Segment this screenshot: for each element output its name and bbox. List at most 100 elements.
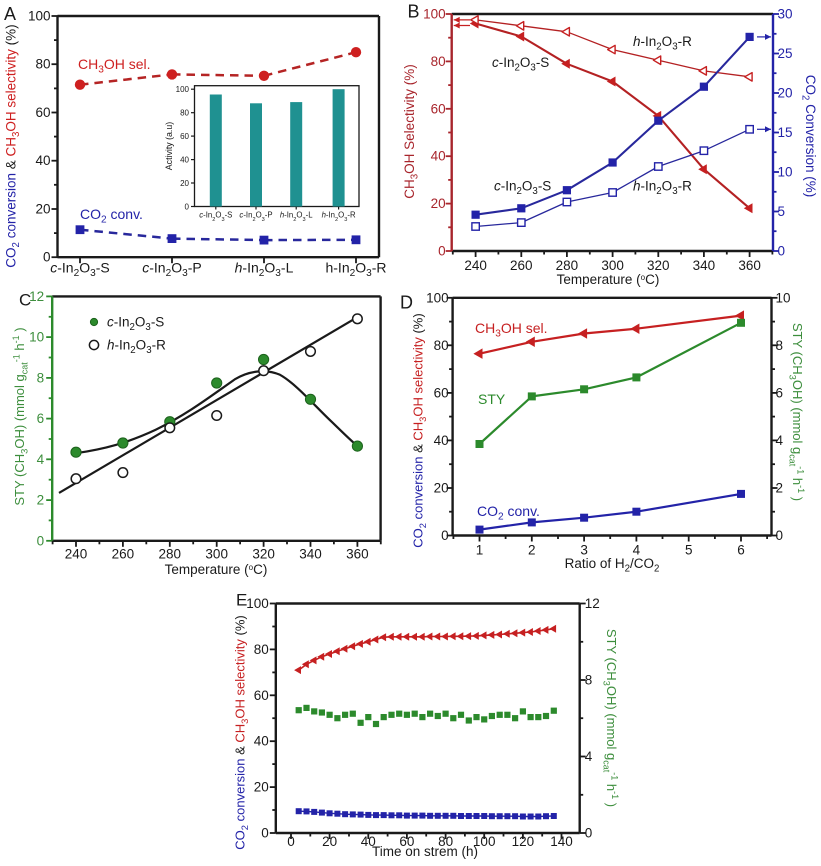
svg-text:8: 8: [37, 370, 45, 385]
svg-text:30: 30: [778, 7, 793, 22]
svg-text:c-In2O3-P: c-In2O3-P: [142, 260, 201, 280]
svg-text:40: 40: [180, 155, 189, 164]
svg-text:0: 0: [441, 528, 449, 543]
svg-text:h-In2O3-R: h-In2O3-R: [325, 260, 386, 280]
svg-text:40: 40: [254, 734, 269, 749]
svg-text:340: 340: [693, 258, 716, 273]
svg-text:340: 340: [299, 546, 322, 561]
svg-text:CO2 conv.: CO2 conv.: [477, 503, 540, 523]
svg-text:Ratio of H2/CO2: Ratio of H2/CO2: [565, 556, 660, 575]
svg-text:2: 2: [528, 543, 536, 558]
svg-text:80: 80: [35, 57, 50, 72]
svg-text:5: 5: [685, 543, 693, 558]
svg-text:4: 4: [776, 433, 784, 448]
svg-text:100: 100: [28, 9, 51, 24]
svg-text:CO2 conversion & CH3OH selecti: CO2 conversion & CH3OH selectivity (%): [411, 313, 429, 547]
svg-text:40: 40: [361, 834, 376, 849]
svg-text:20: 20: [431, 196, 446, 211]
svg-text:80: 80: [431, 54, 446, 69]
svg-text:8: 8: [585, 673, 593, 688]
svg-text:320: 320: [252, 546, 275, 561]
svg-text:12: 12: [29, 289, 44, 304]
svg-text:c-In2O3-S: c-In2O3-S: [50, 260, 109, 280]
svg-text:Temperature (oC): Temperature (oC): [165, 562, 268, 577]
svg-text:4: 4: [633, 543, 641, 558]
svg-text:2: 2: [37, 493, 45, 508]
svg-text:240: 240: [65, 546, 88, 561]
svg-text:280: 280: [159, 546, 182, 561]
svg-text:Activity (a.u): Activity (a.u): [164, 122, 174, 170]
svg-text:c-In2O3-S: c-In2O3-S: [492, 55, 549, 74]
svg-text:E: E: [236, 591, 247, 610]
svg-text:C: C: [19, 291, 31, 310]
svg-text:CO2 Conversion (%): CO2 Conversion (%): [800, 75, 819, 197]
svg-text:STY (CH3OH) (mmol gcat-1 h-1 ): STY (CH3OH) (mmol gcat-1 h-1 ): [602, 629, 621, 807]
svg-text:0: 0: [776, 528, 784, 543]
svg-text:320: 320: [647, 258, 670, 273]
svg-text:60: 60: [35, 105, 50, 120]
svg-text:20: 20: [434, 481, 449, 496]
svg-text:80: 80: [180, 109, 189, 118]
svg-text:40: 40: [431, 149, 446, 164]
svg-text:h-In2O3-L: h-In2O3-L: [235, 260, 294, 280]
svg-text:0: 0: [37, 533, 45, 548]
svg-text:0: 0: [43, 250, 51, 265]
svg-text:0: 0: [438, 244, 446, 259]
svg-text:80: 80: [438, 834, 453, 849]
svg-text:280: 280: [556, 258, 579, 273]
svg-text:h-In2O3-R: h-In2O3-R: [322, 211, 356, 224]
svg-text:6: 6: [737, 543, 745, 558]
svg-text:c-In2O3-P: c-In2O3-P: [239, 211, 272, 224]
svg-text:10: 10: [778, 165, 793, 180]
svg-text:Temperature (oC): Temperature (oC): [557, 272, 660, 287]
svg-text:3: 3: [580, 543, 588, 558]
svg-text:260: 260: [510, 258, 533, 273]
svg-text:STY (CH3OH) (mmol gcat-1 h-1 ): STY (CH3OH) (mmol gcat-1 h-1 ): [788, 323, 807, 501]
svg-text:10: 10: [776, 290, 791, 305]
svg-text:100: 100: [473, 834, 496, 849]
svg-text:CO2 conversion & CH3OH selecti: CO2 conversion & CH3OH selectivity (%): [4, 24, 23, 267]
svg-text:0: 0: [261, 826, 269, 841]
svg-text:2: 2: [776, 481, 784, 496]
svg-text:STY (CH3OH) (mmol gcat-1 h-1 ): STY (CH3OH) (mmol gcat-1 h-1 ): [11, 327, 30, 505]
svg-text:4: 4: [585, 749, 593, 764]
svg-text:CH3OH sel.: CH3OH sel.: [78, 56, 151, 76]
svg-text:1: 1: [476, 543, 484, 558]
svg-text:20: 20: [35, 202, 50, 217]
svg-text:D: D: [400, 293, 413, 313]
svg-text:12: 12: [585, 596, 600, 611]
svg-text:80: 80: [434, 338, 449, 353]
svg-text:0: 0: [778, 244, 786, 259]
svg-text:60: 60: [434, 385, 449, 400]
svg-text:300: 300: [601, 258, 624, 273]
svg-text:A: A: [4, 4, 16, 24]
svg-text:20: 20: [180, 179, 189, 188]
svg-text:CO2 conv.: CO2 conv.: [80, 206, 143, 226]
svg-text:B: B: [408, 2, 420, 22]
svg-text:300: 300: [205, 546, 228, 561]
svg-text:h-In2O3-L: h-In2O3-L: [280, 211, 313, 224]
svg-text:120: 120: [512, 834, 535, 849]
svg-text:80: 80: [254, 642, 269, 657]
svg-text:20: 20: [778, 86, 793, 101]
svg-text:360: 360: [346, 546, 369, 561]
svg-text:CO2 conversion & CH3OH selecti: CO2 conversion & CH3OH selectivity (%): [233, 615, 251, 849]
svg-text:10: 10: [29, 330, 44, 345]
svg-text:0: 0: [287, 834, 295, 849]
svg-text:c-In2O3-S: c-In2O3-S: [199, 211, 232, 224]
svg-text:6: 6: [776, 385, 784, 400]
svg-text:100: 100: [246, 596, 269, 611]
svg-text:c-In2O3-S: c-In2O3-S: [107, 315, 164, 334]
svg-text:CH3OH sel.: CH3OH sel.: [475, 320, 548, 340]
svg-text:260: 260: [112, 546, 135, 561]
svg-text:360: 360: [738, 258, 761, 273]
svg-text:60: 60: [399, 834, 414, 849]
svg-text:60: 60: [431, 101, 446, 116]
svg-text:240: 240: [464, 258, 487, 273]
svg-text:20: 20: [254, 780, 269, 795]
svg-text:8: 8: [776, 338, 784, 353]
svg-text:0: 0: [185, 202, 190, 211]
svg-text:100: 100: [423, 7, 446, 22]
svg-text:Time on strem (h): Time on strem (h): [372, 844, 478, 859]
svg-text:h-In2O3-R: h-In2O3-R: [633, 34, 692, 53]
